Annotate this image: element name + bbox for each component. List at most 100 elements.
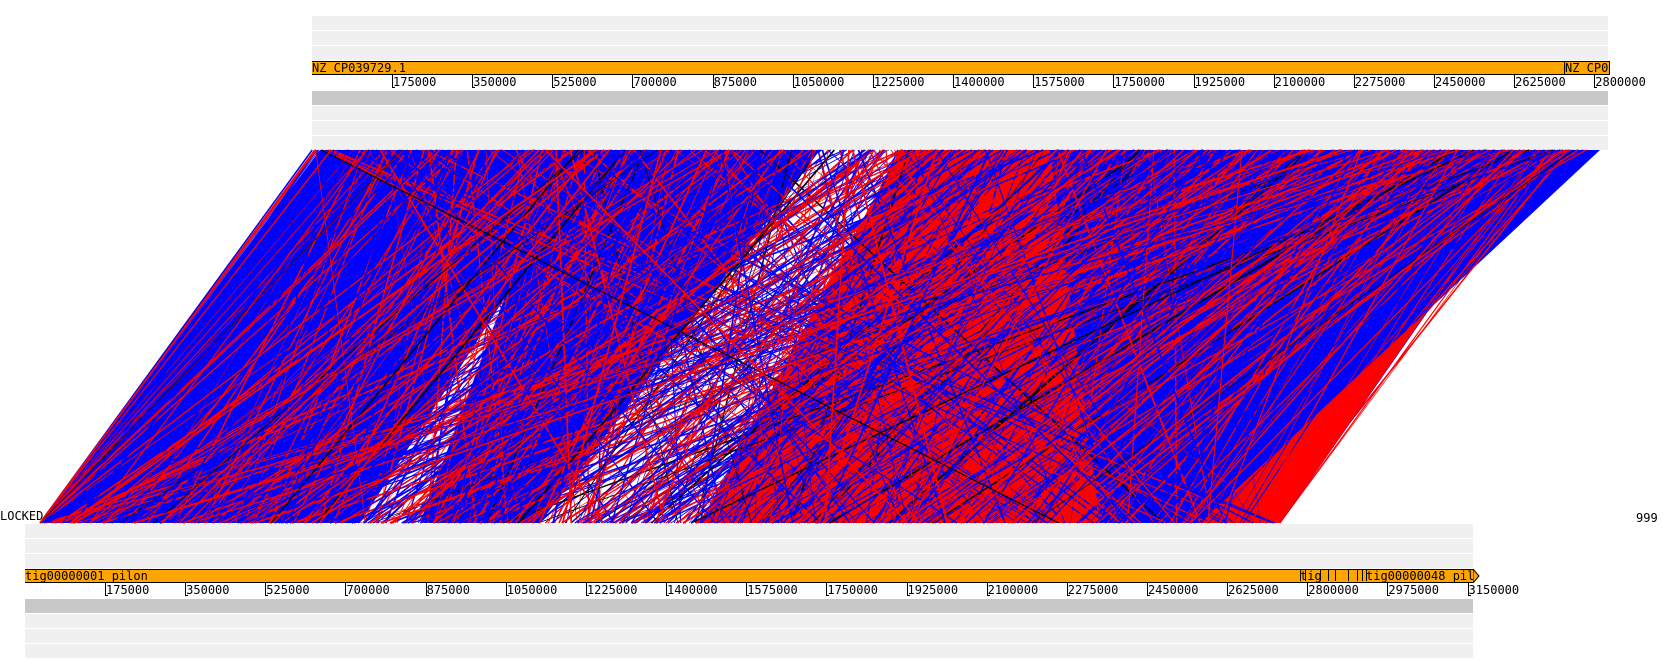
top-sequence-bar[interactable] (312, 61, 1564, 75)
match-line (363, 149, 1002, 524)
match-line (877, 149, 1038, 524)
bottom-sequence-bar[interactable] (25, 569, 1473, 583)
match-line (367, 149, 1028, 524)
match-line (676, 149, 1251, 524)
bottom-tick-label: 875000 (426, 583, 470, 597)
match-line (321, 149, 1059, 524)
match-line (555, 149, 573, 524)
match-line (378, 149, 438, 524)
match-line (238, 149, 414, 524)
match-line (315, 149, 878, 524)
match-line (803, 149, 1204, 524)
top-tick-label: 700000 (633, 75, 677, 89)
top-tick-mark (1273, 75, 1277, 88)
match-line (673, 149, 789, 524)
match-line (752, 149, 1133, 524)
contig-boundary (1305, 569, 1306, 581)
match-line (544, 149, 875, 524)
match-line (1279, 149, 1552, 524)
match-line (1135, 149, 1215, 524)
match-line (459, 149, 1306, 524)
top-tick-label: 1225000 (873, 75, 925, 89)
match-line (332, 149, 498, 524)
match-line (1152, 149, 1350, 524)
match-line (825, 149, 1521, 524)
top-tick-mark (552, 75, 556, 88)
match-line (39, 149, 341, 524)
match-line (656, 149, 999, 524)
match-line (315, 149, 366, 524)
match-line (400, 149, 716, 524)
bottom-track-band (25, 599, 1473, 613)
top-tick-label: 175000 (393, 75, 437, 89)
match-line (795, 149, 1326, 524)
top-tick-mark (792, 75, 796, 88)
match-line (577, 149, 1195, 524)
match-line (712, 149, 1036, 524)
match-line (409, 149, 524, 524)
bottom-tick-mark (105, 583, 108, 596)
top-tick-label: 2275000 (1354, 75, 1406, 89)
top-track-band (312, 91, 1608, 105)
match-line (653, 149, 1397, 524)
match-line (52, 149, 1450, 524)
match-line (103, 149, 718, 524)
match-line (411, 149, 719, 524)
match-line (1178, 149, 1550, 524)
match-line (874, 149, 1489, 524)
match-line (1134, 149, 1519, 524)
match-line (76, 149, 1315, 524)
match-line (1039, 149, 1274, 524)
match-line (955, 149, 1362, 524)
match-line (377, 149, 1333, 524)
match-line (561, 149, 662, 524)
match-line (254, 149, 1343, 524)
top-tick-label: 1925000 (1194, 75, 1246, 89)
match-line (483, 149, 820, 524)
match-line (380, 149, 1486, 524)
top-tick-label: 2625000 (1515, 75, 1566, 89)
top-tick-mark (1353, 75, 1357, 88)
match-line (842, 149, 1076, 524)
match-line (1001, 149, 1526, 524)
match-line (411, 149, 1561, 524)
bottom-tick-label: 2800000 (1308, 583, 1359, 597)
right-value-label: 999 (1636, 511, 1658, 525)
match-line (89, 149, 368, 524)
match-line (270, 149, 579, 524)
match-line (881, 149, 1026, 524)
match-line (503, 149, 647, 524)
match-line (39, 149, 385, 524)
match-line (303, 149, 593, 524)
bottom-tick-mark (1066, 583, 1070, 596)
match-line (258, 149, 545, 524)
bottom-tick-mark (345, 583, 349, 596)
bottom-tick-mark (1227, 583, 1231, 596)
match-line (319, 149, 610, 524)
match-line (625, 149, 733, 524)
match-line (218, 149, 464, 524)
top-sequence-bar-end[interactable] (1564, 61, 1610, 75)
top-tick-mark (953, 75, 957, 88)
match-line (233, 149, 483, 524)
bottom-tick-label: 525000 (266, 583, 310, 597)
match-line (120, 149, 430, 524)
top-tick-mark (1193, 75, 1197, 88)
match-line (769, 149, 813, 524)
match-line (561, 149, 1118, 524)
match-line (1189, 149, 1449, 524)
top-sequence-tail-label: NZ_CP0 (1565, 61, 1609, 75)
match-line (447, 149, 673, 524)
match-line (381, 149, 1423, 524)
top-track-band (312, 16, 1608, 30)
match-line (873, 149, 1150, 524)
match-line (386, 149, 659, 524)
top-track-band (312, 136, 1608, 150)
match-line (902, 149, 1251, 524)
top-tick-mark (1033, 75, 1037, 88)
left-status-label: LOCKED (0, 509, 44, 523)
match-line (371, 149, 634, 524)
match-line (475, 149, 993, 524)
match-line (482, 149, 602, 524)
top-tick-label: 1050000 (793, 75, 845, 89)
